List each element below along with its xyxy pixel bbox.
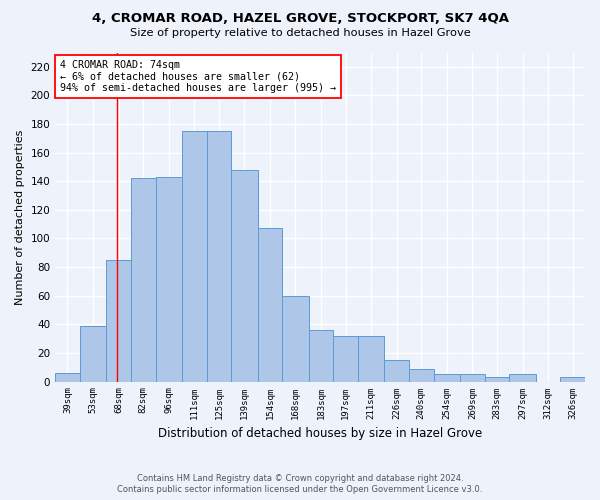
Bar xyxy=(55,373,80,382)
Bar xyxy=(106,260,131,382)
Text: 4, CROMAR ROAD, HAZEL GROVE, STOCKPORT, SK7 4QA: 4, CROMAR ROAD, HAZEL GROVE, STOCKPORT, … xyxy=(91,12,509,26)
Bar xyxy=(282,296,308,382)
Bar xyxy=(257,228,282,382)
Bar xyxy=(560,378,585,382)
Bar xyxy=(358,336,385,382)
Bar xyxy=(333,336,358,382)
Bar xyxy=(409,368,434,382)
Bar xyxy=(206,131,231,382)
Bar xyxy=(308,330,333,382)
Bar xyxy=(80,326,106,382)
Bar xyxy=(385,360,409,382)
Bar xyxy=(509,374,536,382)
Bar xyxy=(434,374,460,382)
Text: Size of property relative to detached houses in Hazel Grove: Size of property relative to detached ho… xyxy=(130,28,470,38)
Bar xyxy=(485,378,509,382)
Bar xyxy=(155,177,182,382)
Bar xyxy=(182,131,206,382)
Bar xyxy=(460,374,485,382)
Text: 4 CROMAR ROAD: 74sqm
← 6% of detached houses are smaller (62)
94% of semi-detach: 4 CROMAR ROAD: 74sqm ← 6% of detached ho… xyxy=(61,60,337,93)
X-axis label: Distribution of detached houses by size in Hazel Grove: Distribution of detached houses by size … xyxy=(158,427,482,440)
Text: Contains HM Land Registry data © Crown copyright and database right 2024.
Contai: Contains HM Land Registry data © Crown c… xyxy=(118,474,482,494)
Y-axis label: Number of detached properties: Number of detached properties xyxy=(15,130,25,304)
Bar xyxy=(231,170,257,382)
Bar xyxy=(131,178,155,382)
